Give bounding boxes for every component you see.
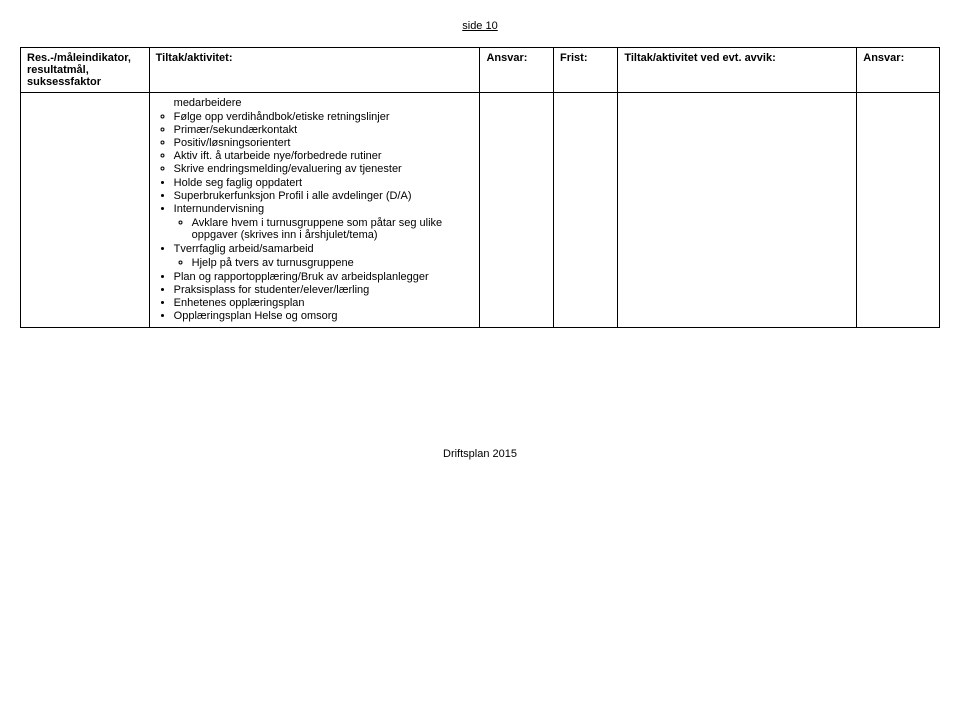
header-ansvar1: Ansvar: (480, 48, 554, 93)
list-item-label: Tverrfaglig arbeid/samarbeid (174, 243, 314, 255)
plan-table: Res.-/måleindikator, resultatmål, sukses… (20, 47, 940, 328)
cell-ansvar1 (480, 93, 554, 328)
list-item: Plan og rapportopplæring/Bruk av arbeids… (174, 271, 474, 283)
header-ansvar2: Ansvar: (857, 48, 940, 93)
sub-list: Hjelp på tvers av turnusgruppene (192, 257, 474, 269)
list-item: Internundervisning Avklare hvem i turnus… (174, 203, 474, 241)
header-frist: Frist: (554, 48, 618, 93)
header-indicator: Res.-/måleindikator, resultatmål, sukses… (21, 48, 150, 93)
header-activity-deviation: Tiltak/aktivitet ved evt. avvik: (618, 48, 857, 93)
list-item: Skrive endringsmelding/evaluering av tje… (174, 163, 474, 175)
list-item: Enhetenes opplæringsplan (174, 297, 474, 309)
list-item: Tverrfaglig arbeid/samarbeid Hjelp på tv… (174, 243, 474, 269)
main-bullet-list: Holde seg faglig oppdatert Superbrukerfu… (174, 177, 474, 322)
cell-activity-deviation (618, 93, 857, 328)
list-item-label: Internundervisning (174, 203, 265, 215)
list-item: Hjelp på tvers av turnusgruppene (192, 257, 474, 269)
cell-frist (554, 93, 618, 328)
page-number-header: side 10 (20, 20, 940, 32)
sub-items-list: Følge opp verdihåndbok/etiske retningsli… (174, 111, 474, 175)
list-item: Primær/sekundærkontakt (174, 124, 474, 136)
sub-lead-text: medarbeidere (174, 97, 474, 109)
page-footer: Driftsplan 2015 (20, 448, 940, 460)
cell-ansvar2 (857, 93, 940, 328)
list-item: Positiv/løsningsorientert (174, 137, 474, 149)
table-row: medarbeidere Følge opp verdihåndbok/etis… (21, 93, 940, 328)
table-header-row: Res.-/måleindikator, resultatmål, sukses… (21, 48, 940, 93)
list-item: Praksisplass for studenter/elever/lærlin… (174, 284, 474, 296)
list-item: Følge opp verdihåndbok/etiske retningsli… (174, 111, 474, 123)
list-item: Avklare hvem i turnusgruppene som påtar … (192, 217, 474, 241)
list-item: Holde seg faglig oppdatert (174, 177, 474, 189)
cell-indicator (21, 93, 150, 328)
header-activity: Tiltak/aktivitet: (149, 48, 480, 93)
sub-list: Avklare hvem i turnusgruppene som påtar … (192, 217, 474, 241)
list-item: Superbrukerfunksjon Profil i alle avdeli… (174, 190, 474, 202)
list-item: Aktiv ift. å utarbeide nye/forbedrede ru… (174, 150, 474, 162)
cell-activity: medarbeidere Følge opp verdihåndbok/etis… (149, 93, 480, 328)
list-item: Opplæringsplan Helse og omsorg (174, 310, 474, 322)
